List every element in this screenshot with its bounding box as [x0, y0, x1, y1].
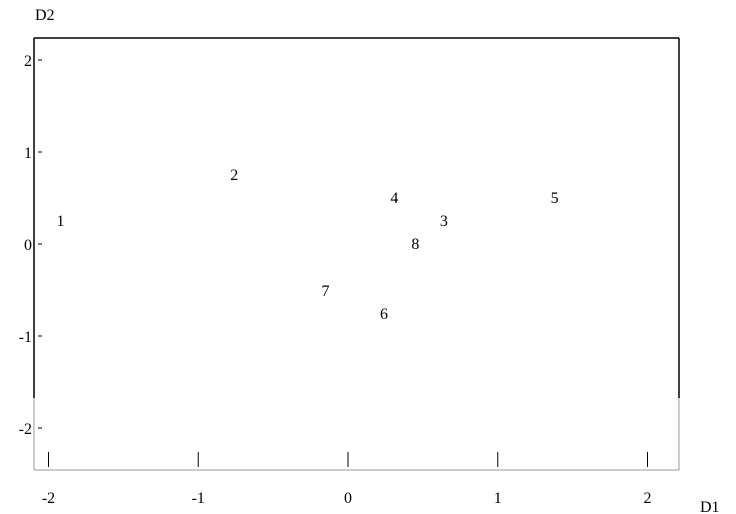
point-label-3: 3 — [440, 213, 448, 230]
x-axis-label: D1 — [700, 499, 720, 514]
point-label-6: 6 — [380, 306, 388, 323]
plot-frame — [33, 37, 680, 471]
point-label-7: 7 — [322, 283, 330, 300]
points: 1 2 3 4 5 6 7 8 — [56, 167, 558, 323]
x-tick-label: -1 — [192, 490, 205, 507]
x-tick-label: 1 — [494, 490, 502, 507]
point-label-5: 5 — [551, 190, 559, 207]
point-label-8: 8 — [411, 236, 419, 253]
point-label-1: 1 — [56, 213, 64, 230]
y-tick-label: -2 — [19, 421, 32, 438]
x-tick-label: 2 — [644, 490, 652, 507]
x-tick-label: 0 — [344, 490, 352, 507]
y-tick-label: 2 — [24, 53, 32, 70]
y-tick-label: 0 — [24, 237, 32, 254]
y-ticks: 2 1 0 -1 -2 — [19, 53, 42, 438]
x-tick-label: -2 — [42, 490, 55, 507]
y-tick-label: 1 — [24, 145, 32, 162]
x-ticks: -2 -1 0 1 2 — [42, 452, 652, 507]
y-axis-label: D2 — [35, 7, 55, 24]
y-tick-label: -1 — [19, 329, 32, 346]
point-label-2: 2 — [230, 167, 238, 184]
point-label-4: 4 — [390, 190, 398, 207]
